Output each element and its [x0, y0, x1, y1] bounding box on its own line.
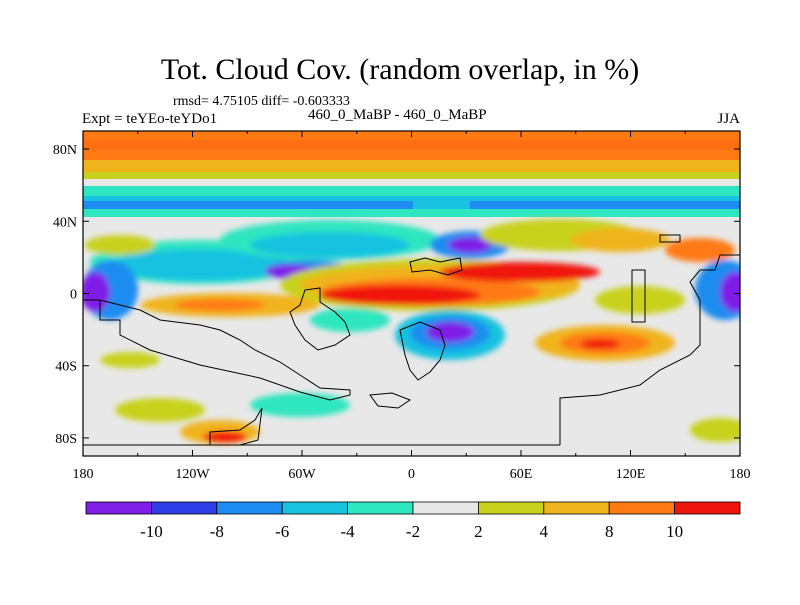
colorbar-swatch	[150, 501, 218, 515]
band-high-lat-olive	[83, 172, 740, 179]
y-tick-label: 0	[70, 288, 77, 303]
blob-80s-red	[203, 431, 247, 443]
band-50n-deep-blue	[83, 201, 413, 209]
blob-25n-purple	[448, 237, 492, 253]
blob-30s-red	[580, 339, 620, 349]
band-high-lat-yellow	[83, 160, 740, 174]
y-tick-label: 80N	[53, 143, 77, 158]
colorbar-label: -10	[140, 522, 163, 541]
colorbar-label: -8	[210, 522, 224, 541]
experiment-label: Expt = teYEo-teYDo1	[82, 111, 218, 127]
blob-20n-blue	[110, 249, 290, 281]
colorbar-label: 4	[540, 522, 549, 541]
blob-eq-red	[320, 285, 480, 305]
colorbar-swatch	[608, 501, 676, 515]
band-60n-cyan	[83, 186, 740, 198]
blob-20s-cyan	[310, 308, 390, 332]
blob-60s-yellow	[115, 398, 205, 422]
y-tick-label: 40S	[55, 360, 77, 375]
stats-line: rmsd= 4.75105 diff= -0.603333	[173, 94, 350, 109]
outline-southern-africa-like	[399, 321, 446, 381]
blob-west-edge-purple	[83, 272, 110, 312]
band-45n-cyan	[83, 209, 740, 217]
colorbar-swatch	[216, 501, 283, 515]
outline-east-island	[659, 234, 681, 243]
band-high-lat-red-orange	[83, 140, 740, 150]
outline-north-continent	[409, 257, 463, 276]
y-axis: 80N 40N 0 40S 80S	[53, 143, 740, 447]
colorbar-label: 2	[474, 522, 483, 541]
x-axis: 180 120W 60W 0 60E 120E 180	[73, 131, 751, 482]
y-tick-label: 40N	[53, 215, 77, 230]
x-tick-label: 0	[408, 467, 415, 482]
colorbar-swatch	[85, 501, 152, 515]
blob-60s-cyan	[250, 393, 350, 417]
colorbar-swatch	[347, 501, 414, 515]
x-tick-label: 60E	[510, 467, 533, 482]
outline-east-strip	[631, 269, 646, 323]
colorbar-label: 10	[666, 522, 683, 541]
x-tick-label: 120W	[175, 467, 210, 482]
blob-10s-redorange	[175, 299, 265, 311]
blob-30n-orange	[570, 228, 670, 252]
blob-east-eq-yellow	[595, 286, 685, 314]
map-field	[83, 131, 740, 456]
continent-outlines	[83, 234, 740, 446]
colorbar-swatch	[543, 501, 610, 515]
colorbar: -10 -8 -6 -4 -2 2 4 8 10	[85, 501, 741, 541]
blob-30n-blue	[250, 232, 410, 258]
outline-east-continent	[559, 254, 740, 445]
colorbar-swatch	[281, 501, 349, 515]
season-label: JJA	[717, 111, 740, 127]
colorbar-label: -6	[275, 522, 289, 541]
blob-40s-west-yellow	[100, 352, 160, 368]
chart-title: Tot. Cloud Cov. (random overlap, in %)	[160, 53, 640, 86]
blob-east-pacific-orange	[665, 238, 735, 262]
blob-west-yellow	[85, 235, 155, 255]
colorbar-swatch	[674, 501, 741, 515]
x-tick-label: 180	[730, 467, 751, 482]
blob-east-edge-purple	[720, 272, 740, 312]
blob-eq-red-tilt	[440, 262, 600, 282]
x-tick-label: 180	[73, 467, 94, 482]
colorbar-label: -2	[406, 522, 420, 541]
colorbar-swatch	[412, 501, 479, 515]
x-tick-label: 120E	[616, 467, 646, 482]
blob-25s-purple	[426, 322, 474, 342]
y-tick-label: 80S	[55, 432, 77, 447]
outline-west-continent	[83, 299, 351, 401]
outline-island-south	[369, 392, 412, 409]
colorbar-swatch	[477, 501, 545, 515]
x-tick-label: 60W	[288, 467, 316, 482]
colorbar-label: -4	[341, 522, 356, 541]
comparison-label: 460_0_MaBP - 460_0_MaBP	[308, 107, 487, 123]
band-50n-deep-blue-east	[470, 201, 740, 209]
blob-80s-east-yellow	[690, 418, 740, 442]
colorbar-label: 8	[605, 522, 614, 541]
outline-central-continent	[289, 287, 351, 351]
